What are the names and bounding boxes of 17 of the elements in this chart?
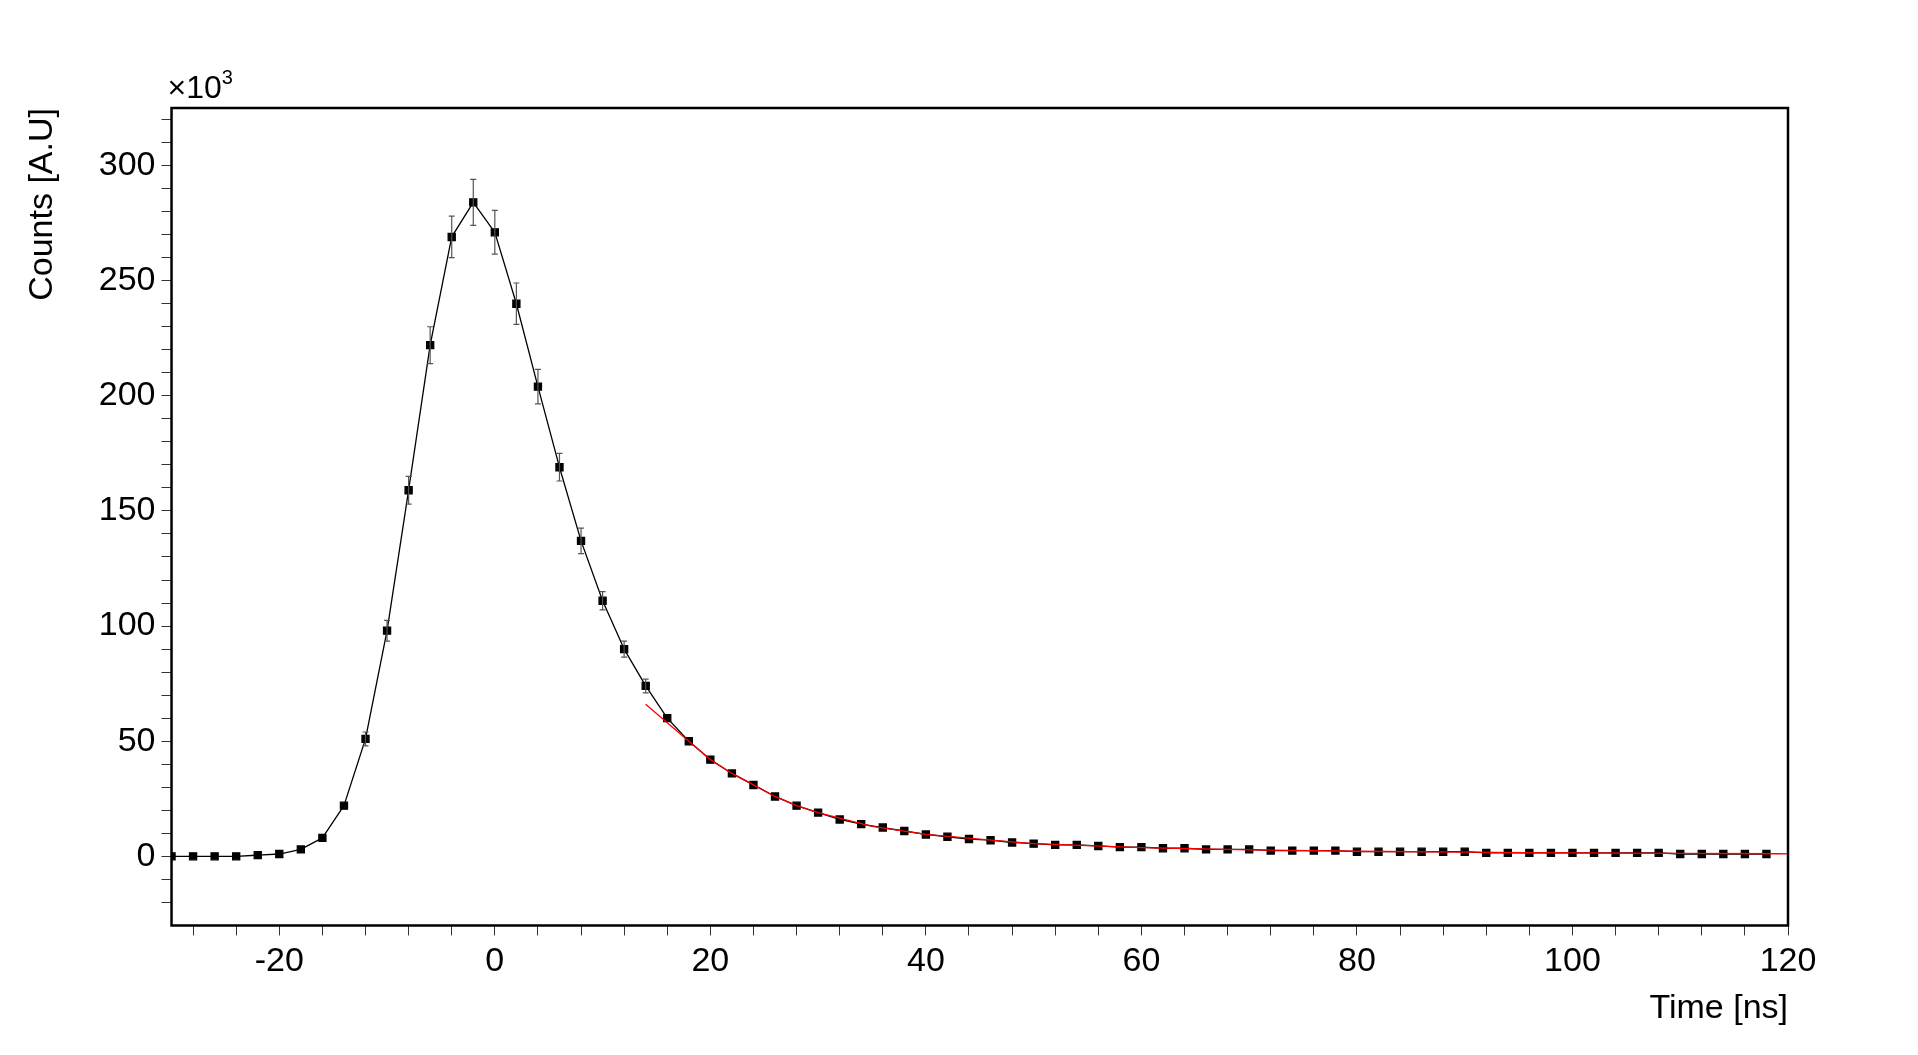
- y-tick-label: 100: [98, 604, 156, 643]
- y-tick-label: 50: [117, 719, 156, 758]
- y-axis-title: Counts [A.U]: [20, 108, 59, 301]
- y-tick-label: 250: [98, 259, 156, 298]
- y-tick-label: 0: [136, 834, 156, 873]
- x-tick-label: 40: [906, 940, 945, 979]
- x-tick-label: 0: [485, 940, 505, 979]
- x-axis-title: Time [ns]: [1649, 986, 1788, 1025]
- x-tick-label: 60: [1122, 940, 1161, 979]
- x-tick-label: 80: [1338, 940, 1376, 979]
- x-tick-label: 20: [691, 940, 730, 979]
- x-tick-label: -20: [254, 940, 304, 979]
- x-tick-label: 120: [1759, 940, 1817, 979]
- y-tick-label: 150: [98, 489, 156, 528]
- y-tick-label: 300: [98, 143, 156, 182]
- x-tick-label: 100: [1544, 940, 1601, 979]
- y-tick-label: 200: [98, 374, 156, 413]
